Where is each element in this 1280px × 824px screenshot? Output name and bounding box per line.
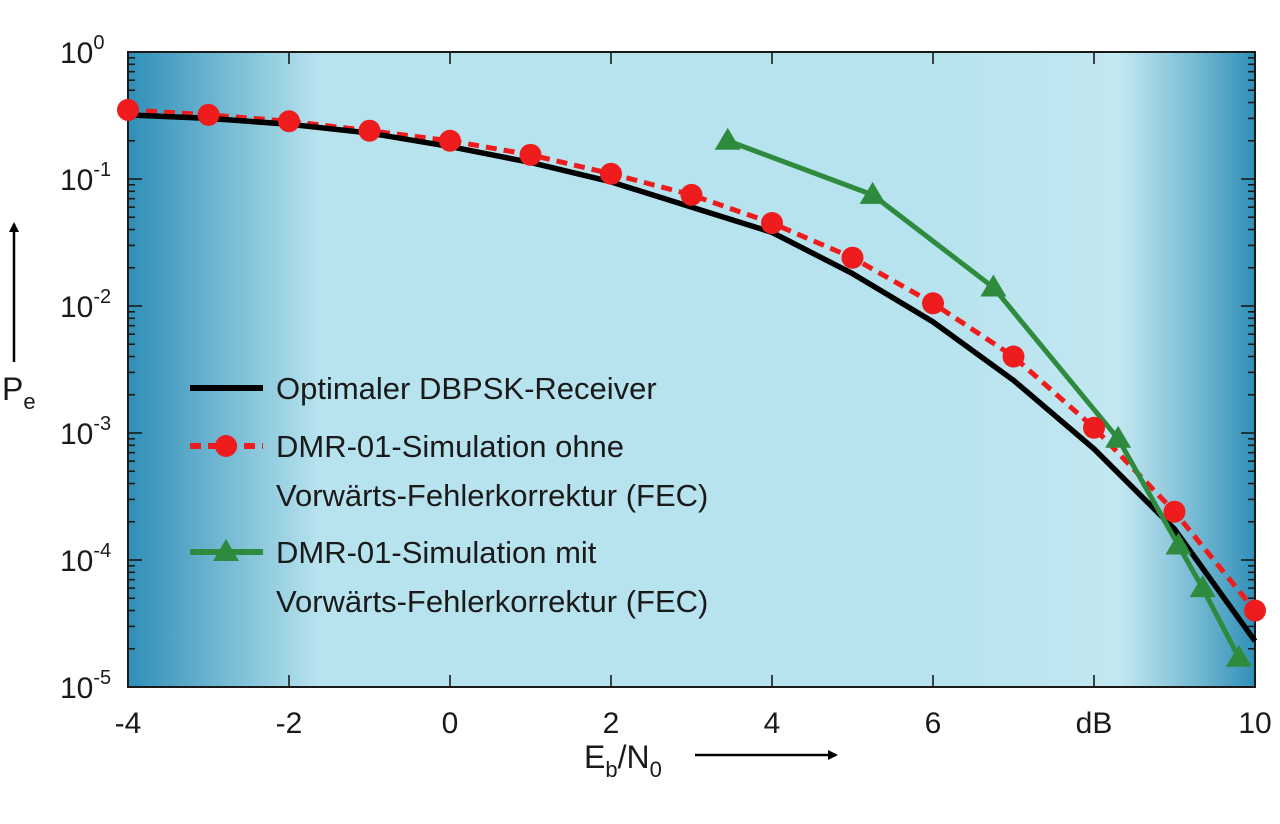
series-ohne-fec-point	[600, 162, 622, 185]
x-tick-label: -2	[276, 707, 303, 740]
legend-marker-mit-fec	[213, 539, 239, 561]
y-tick-exponent: -1	[93, 159, 111, 181]
series-mit-fec-point	[714, 127, 741, 150]
series-mit-fec-point	[1165, 532, 1192, 555]
x-tick-label: 10	[1238, 707, 1271, 740]
y-tick-label: 10-5	[60, 667, 111, 705]
x-axis-label: Eb/N0	[584, 739, 838, 782]
series-ohne-fec-point	[922, 292, 944, 315]
legend-label-ohne-fec-2: Vorwärts-Fehlerkorrektur (FEC)	[276, 478, 708, 513]
legend-label-ohne-fec-1: DMR-01-Simulation ohne	[276, 429, 624, 464]
legend-label-mit-fec-1: DMR-01-Simulation mit	[276, 535, 597, 570]
series-ohne-fec-point	[117, 98, 139, 121]
series-layer	[117, 98, 1266, 667]
x-axis-label-sub2: 0	[650, 757, 662, 782]
series-ohne-fec-point	[1002, 345, 1025, 368]
x-tick-label: 4	[764, 707, 781, 740]
y-tick-base: 10	[60, 545, 93, 578]
series-ohne-fec-point	[278, 110, 300, 133]
x-tick-label: dB	[1076, 707, 1113, 740]
legend-entry-mit-fec: DMR-01-Simulation mit Vorwärts-Fehlerkor…	[190, 535, 708, 619]
y-tick-label: 100	[60, 32, 105, 70]
y-axis-label-main: P	[2, 371, 23, 407]
y-tick-exponent: -4	[93, 540, 111, 562]
x-axis-label-mid: /N	[618, 739, 650, 775]
x-tick-label: -4	[115, 707, 142, 740]
legend-label-dbpsk: Optimaler DBPSK-Receiver	[276, 371, 657, 406]
legend: Optimaler DBPSK-Receiver DMR-01-Simulati…	[190, 371, 708, 619]
series-ohne-fec-line	[127, 107, 1257, 613]
series-ohne-fec-point	[1244, 599, 1266, 622]
y-tick-label: 10-4	[60, 540, 111, 578]
x-tick-label: 6	[925, 707, 942, 740]
y-minor-ticks	[128, 57, 1255, 650]
y-tick-base: 10	[60, 291, 93, 324]
series-mit-fec-point	[980, 274, 1007, 297]
series-dbpsk-line	[127, 112, 1258, 643]
y-tick-exponent: -5	[93, 667, 111, 689]
y-tick-base: 10	[60, 37, 93, 70]
svg-text:Eb/N0: Eb/N0	[584, 739, 662, 782]
y-tick-label: 10-3	[60, 413, 111, 451]
x-tick-labels: -4 -2 0 2 4 6 dB 10	[115, 707, 1272, 740]
legend-entry-ohne-fec: DMR-01-Simulation ohne Vorwärts-Fehlerko…	[190, 429, 708, 513]
y-tick-exponent: -3	[93, 413, 111, 435]
legend-marker-ohne-fec	[215, 435, 237, 457]
series-ohne-fec-point	[519, 143, 542, 166]
y-tick-base: 10	[60, 418, 93, 451]
series-ohne-fec-point	[197, 103, 220, 126]
x-axis-label-main: E	[584, 739, 605, 775]
series-mit-fec-point	[1189, 575, 1216, 598]
y-axis-label: Pe	[2, 222, 36, 414]
series-mit-fec-point	[1225, 644, 1252, 667]
series-ohne-fec-point	[358, 119, 381, 142]
x-axis-label-sub: b	[605, 757, 617, 782]
x-tick-label: 2	[603, 707, 620, 740]
series-ohne-fec-point	[680, 183, 703, 206]
series-mit-fec-point	[859, 181, 886, 204]
legend-entry-dbpsk: Optimaler DBPSK-Receiver	[190, 371, 657, 406]
legend-label-mit-fec-2: Vorwärts-Fehlerkorrektur (FEC)	[276, 584, 708, 619]
y-tick-label: 10-2	[60, 286, 111, 324]
y-tick-exponent: 0	[93, 32, 104, 54]
y-tick-base: 10	[60, 164, 93, 197]
y-tick-base: 10	[60, 672, 93, 705]
svg-text:Pe: Pe	[2, 371, 36, 414]
series-ohne-fec-point	[761, 212, 783, 235]
series-ohne-fec-point	[1163, 500, 1186, 523]
y-tick-exponent: -2	[93, 286, 111, 308]
plot-background	[127, 51, 1256, 688]
series-ohne-fec-point	[439, 129, 461, 152]
series-mit-fec-point	[1105, 425, 1132, 448]
series-ohne-fec-point	[841, 246, 864, 269]
y-axis-label-sub: e	[23, 389, 35, 414]
axis-major-ticks	[127, 51, 1256, 688]
y-tick-label: 10-1	[60, 159, 111, 197]
series-ohne-fec-point	[1083, 416, 1105, 439]
x-tick-label: 0	[442, 707, 459, 740]
